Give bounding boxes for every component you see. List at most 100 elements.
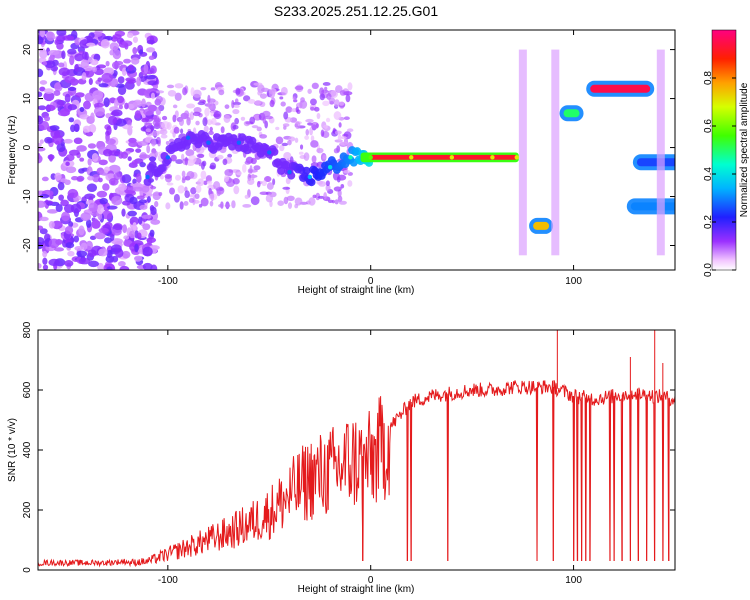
noise-blob (152, 192, 161, 197)
ridge-halo (277, 166, 286, 175)
noise-blob (207, 98, 216, 103)
noise-blob (38, 200, 47, 208)
noise-blob (132, 36, 139, 44)
noise-blob (173, 126, 180, 134)
noise-blob (152, 119, 161, 127)
noise-blob (85, 131, 94, 137)
noise-blob (202, 160, 207, 167)
noise-blob (45, 104, 56, 112)
noise-blob (260, 87, 270, 93)
noise-blob (310, 140, 319, 148)
noise-blob (39, 194, 50, 199)
noise-blob (310, 135, 315, 142)
noise-blob (39, 30, 46, 38)
noise-blob (200, 170, 207, 180)
noise-blob (216, 189, 221, 197)
noise-blob (331, 199, 335, 204)
noise-blob (210, 87, 216, 91)
noise-blob (204, 107, 210, 117)
noise-blob (76, 145, 87, 152)
noise-blob (316, 147, 324, 154)
noise-blob (303, 152, 310, 161)
noise-blob (61, 50, 66, 60)
noise-blob (122, 124, 133, 130)
noise-blob (347, 82, 353, 91)
noise-blob (135, 148, 142, 153)
noise-blob (139, 161, 146, 168)
noise-blob (283, 151, 292, 160)
noise-blob (93, 102, 105, 108)
noise-blob (48, 220, 55, 229)
noise-blob (218, 203, 224, 208)
noise-blob (320, 129, 325, 137)
noise-blob (128, 64, 135, 71)
noise-blob (68, 117, 75, 123)
noise-blob (247, 98, 256, 104)
noise-blob (38, 147, 46, 152)
noise-blob (281, 142, 289, 147)
noise-blob (294, 197, 303, 206)
colorbar-tick-label: 0.2 (703, 215, 714, 229)
noise-blob (338, 200, 347, 205)
noise-blob (107, 115, 118, 126)
noise-blob (62, 35, 75, 41)
noise-blob (231, 99, 235, 109)
noise-blob (145, 101, 152, 107)
x-tick-label: 100 (565, 575, 582, 586)
spectrogram-y-ticks: -20 -10 0 10 20 (22, 44, 675, 253)
spectrogram-frame (37, 29, 676, 271)
noise-blob (67, 250, 75, 257)
noise-blob (232, 178, 240, 185)
noise-blob (43, 91, 55, 102)
noise-blob (188, 155, 197, 164)
noise-blob (73, 235, 80, 243)
ridge-halo (143, 177, 152, 186)
noise-blob (48, 258, 60, 267)
noise-blob (67, 104, 78, 111)
ridge-point (236, 140, 242, 145)
noise-blob (203, 180, 208, 186)
noise-blob (92, 66, 97, 73)
noise-blob (184, 190, 190, 199)
noise-blob (88, 260, 100, 268)
noise-blob (58, 194, 64, 201)
noise-blob (310, 98, 317, 106)
noise-blob (198, 162, 203, 167)
noise-blob (299, 144, 304, 150)
noise-blob (308, 197, 316, 206)
noise-blob (209, 126, 213, 132)
colorbar-gradient (711, 29, 737, 271)
noise-blob (319, 93, 325, 101)
noise-blob (145, 75, 157, 80)
noise-blob (131, 159, 138, 166)
noise-blob (253, 165, 261, 171)
noise-blob (76, 175, 85, 182)
noise-blob (186, 103, 196, 109)
noise-blob (220, 126, 225, 134)
ridge-halo (270, 147, 279, 156)
noise-blob (300, 97, 305, 103)
ridge-point (368, 155, 373, 160)
noise-blob (173, 193, 180, 203)
noise-blob (253, 114, 261, 120)
noise-blob (145, 128, 151, 133)
noise-blob (88, 202, 98, 213)
noise-blob (106, 125, 112, 136)
colorbar-tick-label: 0.8 (703, 71, 714, 85)
noise-blob (87, 175, 94, 181)
noise-blob (277, 200, 285, 206)
noise-blob (294, 85, 304, 91)
noise-blob (202, 117, 208, 127)
noise-blob (224, 204, 231, 208)
noise-blob (136, 195, 145, 200)
spectrogram-marks (38, 30, 675, 270)
noise-blob (146, 39, 156, 45)
colorbar: 0.0 0.2 0.4 0.6 0.8 Normalized spectral ampl… (703, 29, 750, 277)
noise-blob (134, 243, 139, 253)
noise-blob (155, 106, 162, 116)
noise-blob (280, 86, 288, 96)
noise-blob (38, 91, 43, 98)
noise-blob (339, 141, 348, 146)
noise-blob (235, 87, 241, 95)
